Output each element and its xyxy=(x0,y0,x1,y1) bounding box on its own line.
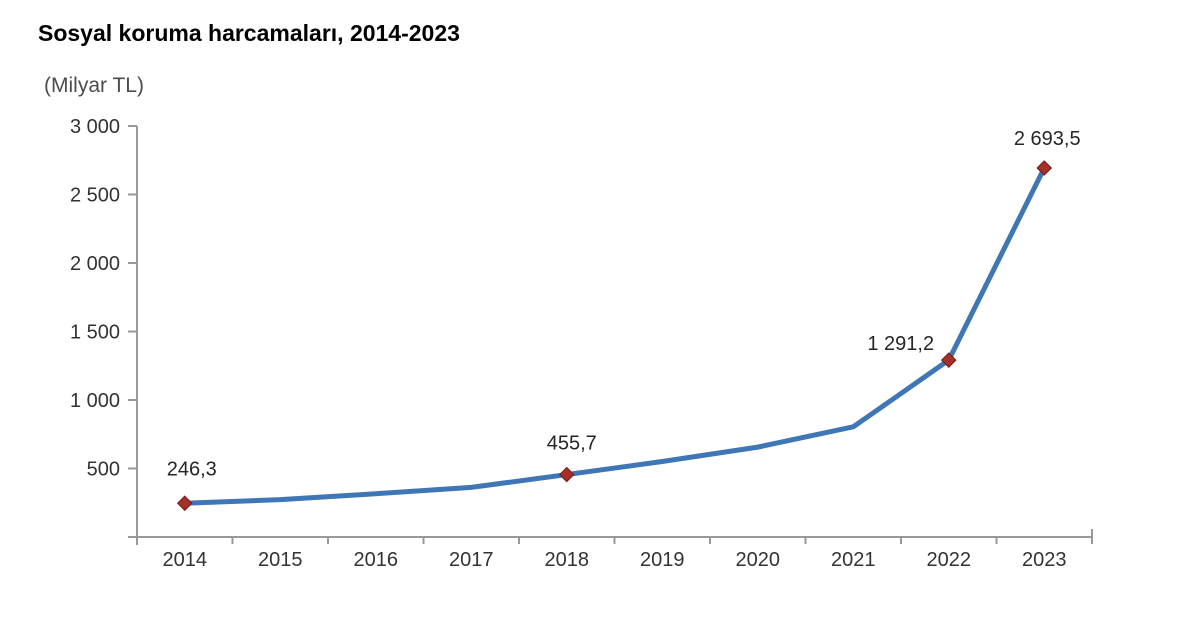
x-tick-label: 2019 xyxy=(640,549,685,571)
data-line xyxy=(182,165,1047,506)
y-tick-label: 3 000 xyxy=(70,116,120,138)
data-point-marker xyxy=(176,495,193,512)
x-tick-label: 2022 xyxy=(927,549,972,571)
x-tick-label: 2016 xyxy=(354,549,399,571)
data-point-label: 455,7 xyxy=(547,433,597,455)
x-tick-label: 2021 xyxy=(831,549,876,571)
y-tick-label: 2 500 xyxy=(70,185,120,207)
data-point-marker xyxy=(1036,160,1053,176)
y-tick-label: 500 xyxy=(87,459,120,481)
x-tick-label: 2018 xyxy=(545,549,590,571)
data-point-marker xyxy=(940,352,957,368)
y-tick-label: 2 000 xyxy=(70,253,120,275)
y-tick-label: 1 000 xyxy=(70,390,120,412)
x-tick-label: 2015 xyxy=(258,549,303,571)
data-point-label: 2 693,5 xyxy=(1014,128,1081,150)
data-point-label: 1 291,2 xyxy=(867,333,934,355)
x-tick-label: 2020 xyxy=(736,549,781,571)
x-tick-label: 2014 xyxy=(163,549,208,571)
data-point-marker xyxy=(558,466,575,483)
chart-unit-label: (Milyar TL) xyxy=(44,74,144,97)
x-tick-label: 2017 xyxy=(449,549,494,571)
chart-title: Sosyal koruma harcamaları, 2014-2023 xyxy=(38,20,460,46)
x-tick-label: 2023 xyxy=(1022,549,1067,571)
y-tick-label: 1 500 xyxy=(70,322,120,344)
data-point-label: 246,3 xyxy=(167,458,217,480)
